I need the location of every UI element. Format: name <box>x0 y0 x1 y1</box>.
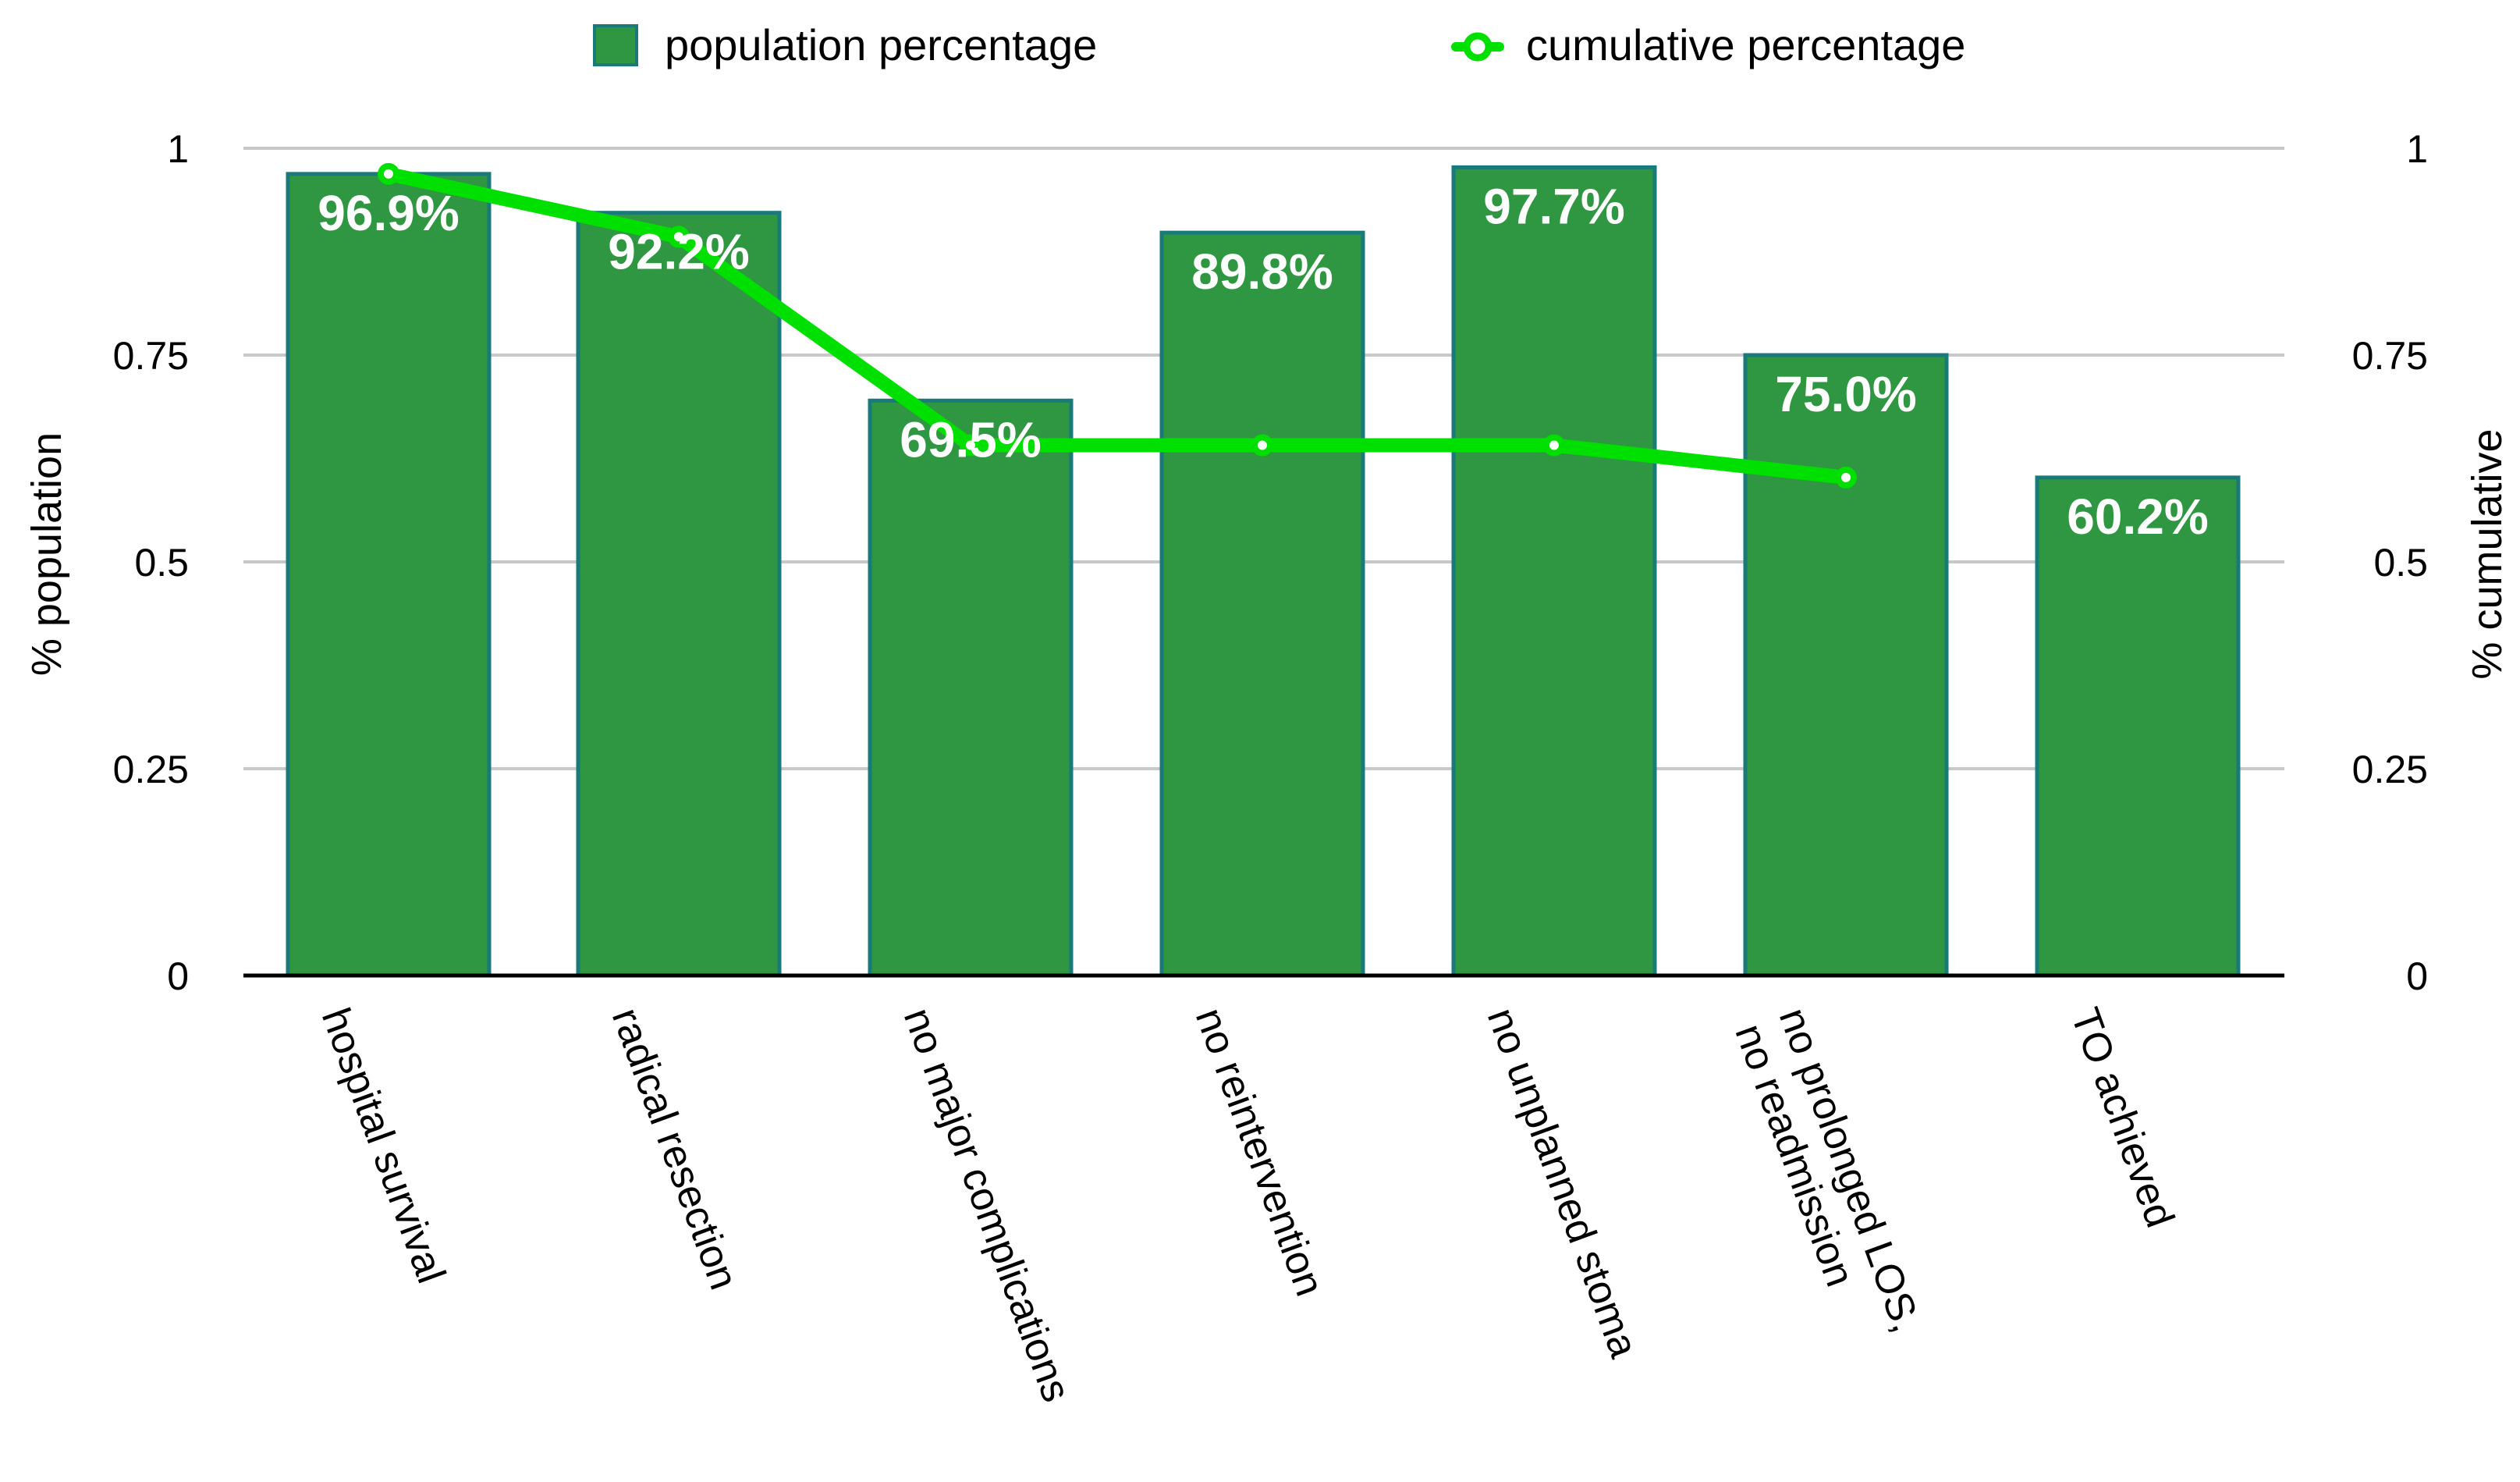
x-category-label: hospital survival <box>313 1002 454 1288</box>
bar-data-label: 97.7% <box>1483 178 1624 234</box>
bar <box>2035 475 2241 978</box>
x-category-label-line: no unplanned stoma <box>1478 1002 1647 1363</box>
bar-data-label: 92.2% <box>608 224 749 280</box>
bar <box>286 172 492 978</box>
cumulative-point <box>668 226 690 248</box>
y-tick-label-right: 0 <box>2406 954 2428 998</box>
bar-data-label: 75.0% <box>1775 366 1916 422</box>
y-tick-label-left: 0.5 <box>134 541 189 585</box>
data-labels: 96.9% 92.2% 69.5% 89.8% 97.7% 75.0% 60.2% <box>318 178 2208 545</box>
x-category-label: no reintervention <box>1187 1002 1333 1302</box>
legend-swatch-cumulative-marker <box>1463 32 1492 62</box>
x-category-label-line: TO achieved <box>2062 1002 2183 1233</box>
legend-label-cumulative: cumulative percentage <box>1526 20 1965 69</box>
x-category-label: no major complications <box>895 1002 1079 1408</box>
y-tick-label-right: 0.75 <box>2352 334 2428 378</box>
cumulative-line-series <box>378 162 1857 489</box>
x-category-label: TO achieved <box>2062 1002 2183 1233</box>
y-tick-label-right: 0.5 <box>2373 541 2428 585</box>
bar-data-label: 89.8% <box>1191 243 1333 300</box>
x-category-label-line: no major complications <box>895 1002 1079 1408</box>
bar <box>1743 353 1949 978</box>
y-tick-label-left: 1 <box>167 127 189 171</box>
x-category-label-line: radical resection <box>603 1002 747 1295</box>
y-tick-label-left: 0.25 <box>113 748 189 791</box>
y-tick-label-right: 1 <box>2406 127 2428 171</box>
cumulative-point <box>1543 434 1565 457</box>
x-category-label-line: no reintervention <box>1187 1002 1333 1302</box>
cumulative-line <box>382 166 1853 485</box>
y-tick-label-left: 0.75 <box>113 334 189 378</box>
x-category-label: no prolonged LOS,no readmission <box>1726 1002 1929 1354</box>
bar <box>576 211 782 978</box>
cumulative-point <box>960 434 981 457</box>
cumulative-point <box>1251 434 1273 457</box>
bar <box>868 398 1074 978</box>
bar-data-label: 96.9% <box>318 185 459 241</box>
bar-data-label: 69.5% <box>900 411 1041 467</box>
bar <box>1159 230 1365 978</box>
legend: population percentage cumulative percent… <box>593 20 1965 69</box>
x-category-label: radical resection <box>603 1002 747 1295</box>
legend-label-population: population percentage <box>665 20 1097 69</box>
x-category-label: no unplanned stoma <box>1478 1002 1647 1363</box>
bar-data-label: 60.2% <box>2067 489 2208 545</box>
cumulative-point <box>1835 466 1857 489</box>
bar-series <box>286 165 2241 978</box>
y-axis-title-left: % population <box>23 432 70 676</box>
x-category-label-line: hospital survival <box>313 1002 454 1288</box>
legend-swatch-population <box>593 24 638 66</box>
y-tick-label-left: 0 <box>167 954 189 998</box>
y-tick-label-right: 0.25 <box>2352 748 2428 791</box>
bar <box>1451 165 1657 978</box>
cumulative-point <box>378 162 399 185</box>
y-axis-title-right: % cumulative <box>2464 428 2511 679</box>
